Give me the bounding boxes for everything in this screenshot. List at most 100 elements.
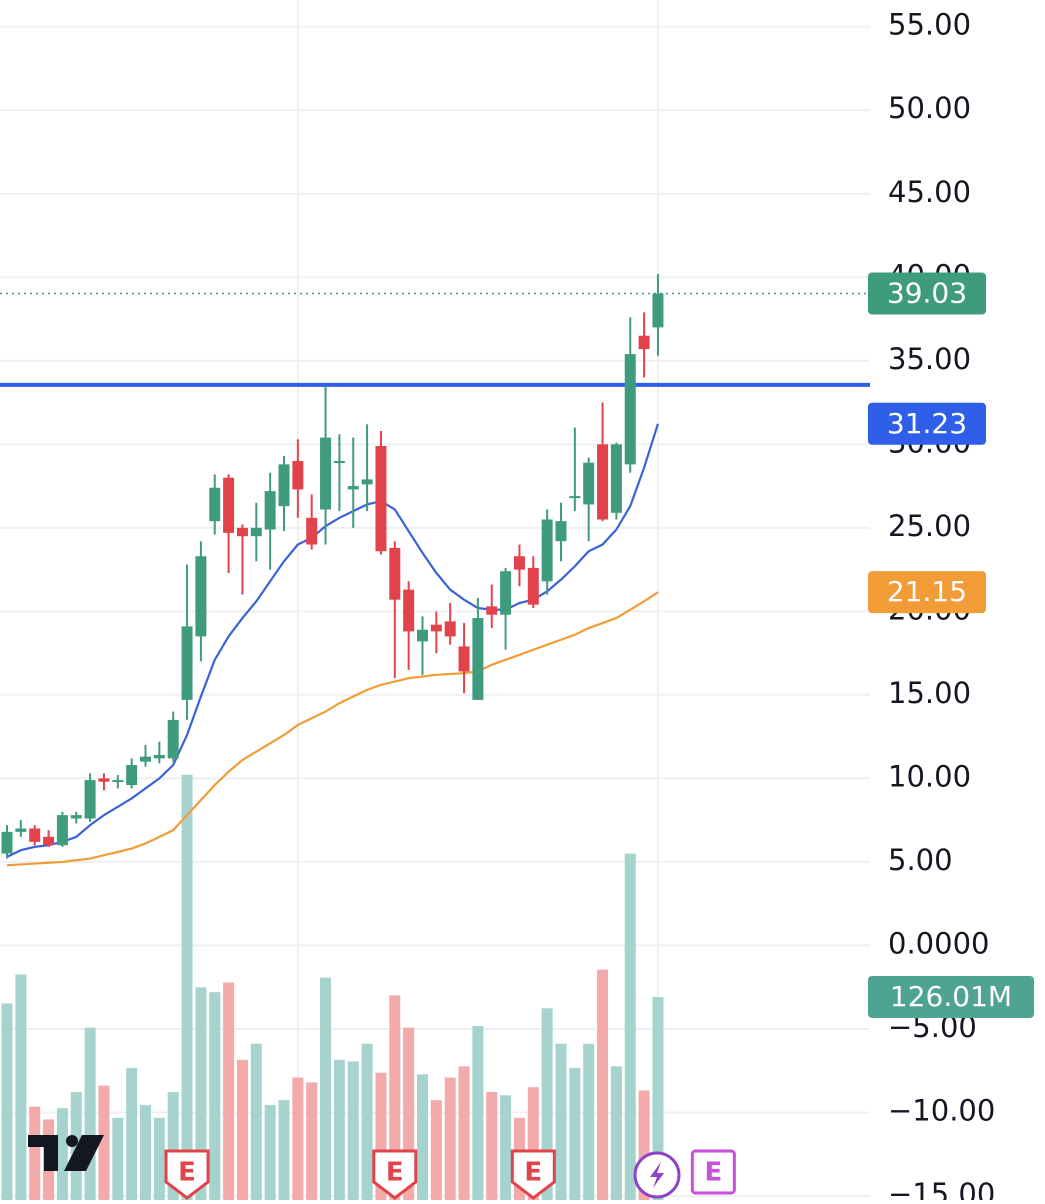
volume-bar bbox=[320, 977, 332, 1200]
candle-body bbox=[597, 444, 609, 520]
candle-body bbox=[29, 828, 41, 842]
volume-bar bbox=[250, 1043, 262, 1200]
candle-body bbox=[292, 461, 304, 490]
event-marker: E bbox=[690, 1149, 736, 1195]
y-tick-label: 0.0000 bbox=[888, 926, 989, 960]
candle-body bbox=[153, 755, 165, 759]
event-shield bbox=[510, 1149, 556, 1200]
volume-badge-label: 126.01M bbox=[890, 980, 1012, 1013]
event-label: E bbox=[524, 1158, 542, 1188]
candle-body bbox=[610, 444, 622, 513]
volume-bar bbox=[29, 1106, 41, 1200]
volume-bar bbox=[70, 1092, 82, 1200]
candle-body bbox=[320, 437, 332, 510]
candle-body bbox=[1, 831, 13, 854]
event-box bbox=[690, 1149, 736, 1195]
grid bbox=[0, 25, 870, 1197]
volume-bar bbox=[403, 1027, 415, 1200]
candle-body bbox=[223, 477, 235, 533]
volume-bar bbox=[112, 1117, 124, 1200]
candle-body bbox=[527, 567, 539, 605]
ema-line bbox=[6, 423, 659, 858]
candle-body bbox=[181, 626, 193, 700]
volume-bar bbox=[597, 969, 609, 1200]
volume-bar bbox=[126, 1067, 138, 1200]
candle-body bbox=[555, 521, 567, 542]
candle-body bbox=[389, 547, 401, 600]
event-label: E bbox=[704, 1158, 722, 1188]
candle-body bbox=[652, 293, 664, 328]
volume-bar bbox=[306, 1082, 318, 1200]
volume-bar bbox=[236, 1059, 248, 1200]
candle-body bbox=[513, 556, 525, 570]
volume-bar bbox=[84, 1027, 96, 1200]
y-tick-label: 35.00 bbox=[888, 342, 971, 376]
y-tick-label: 55.00 bbox=[888, 8, 971, 42]
volume-bar bbox=[583, 1043, 595, 1200]
y-tick-label: 50.00 bbox=[888, 91, 971, 125]
volume-bar bbox=[347, 1061, 359, 1200]
candle-body bbox=[15, 828, 27, 832]
volume-bar bbox=[153, 1117, 165, 1200]
candle-body bbox=[444, 621, 456, 637]
volume-bar bbox=[140, 1104, 151, 1200]
volume-bar bbox=[638, 1090, 650, 1200]
volume bbox=[1, 774, 664, 1200]
event-label: E bbox=[386, 1158, 404, 1188]
y-tick-label: −15.00 bbox=[888, 1177, 995, 1200]
price-badge bbox=[868, 272, 986, 315]
price-badge-label: 39.03 bbox=[887, 276, 967, 309]
candle-body bbox=[458, 646, 470, 672]
y-tick-label: 15.00 bbox=[888, 676, 971, 710]
y-tick-label: 10.00 bbox=[888, 759, 971, 793]
event-label: E bbox=[178, 1158, 196, 1188]
volume-bar bbox=[98, 1085, 110, 1200]
candle-body bbox=[112, 780, 124, 783]
volume-bar bbox=[652, 997, 664, 1200]
candle-body bbox=[250, 527, 262, 537]
candle-body bbox=[403, 589, 415, 632]
dividend-icon bbox=[633, 1151, 681, 1199]
candle-body bbox=[56, 815, 68, 846]
volume-bar bbox=[361, 1043, 373, 1200]
candle-body bbox=[472, 618, 484, 700]
volume-bar bbox=[264, 1104, 276, 1200]
volume-bar bbox=[458, 1066, 470, 1200]
candle-body bbox=[43, 836, 55, 846]
volume-bar bbox=[15, 974, 27, 1200]
volume-bar bbox=[181, 774, 193, 1200]
volume-bar bbox=[223, 982, 235, 1200]
logo bbox=[28, 1135, 104, 1171]
candle-body bbox=[569, 496, 581, 499]
candle-body bbox=[167, 719, 179, 759]
volume-bar bbox=[500, 1095, 512, 1200]
candle-body bbox=[195, 556, 207, 637]
candle-body bbox=[361, 479, 373, 485]
candle-body bbox=[70, 815, 82, 819]
y-tick-label: −10.00 bbox=[888, 1093, 995, 1127]
price-badge-label: 21.15 bbox=[887, 575, 967, 608]
price bbox=[0, 273, 870, 867]
candle-body bbox=[583, 462, 595, 505]
candle-body bbox=[375, 445, 387, 552]
price-badge-label: 31.23 bbox=[887, 407, 967, 440]
volume-bar bbox=[555, 1043, 567, 1200]
candle-body bbox=[638, 335, 650, 350]
volume-bar bbox=[56, 1108, 68, 1200]
candle-body bbox=[236, 527, 248, 537]
candle-body bbox=[624, 354, 636, 465]
candle-body bbox=[140, 756, 151, 762]
volume-bar bbox=[278, 1100, 290, 1200]
volume-bar bbox=[430, 1100, 442, 1200]
sma-line bbox=[6, 591, 659, 867]
candle-body bbox=[84, 780, 96, 819]
y-tick-label: 25.00 bbox=[888, 509, 971, 543]
volume-bar bbox=[1, 1003, 13, 1200]
price-badge bbox=[868, 571, 986, 614]
volume-bar bbox=[541, 1008, 553, 1200]
candle-body bbox=[264, 491, 276, 530]
candle-body bbox=[98, 778, 110, 782]
volume-bar bbox=[610, 1066, 622, 1200]
